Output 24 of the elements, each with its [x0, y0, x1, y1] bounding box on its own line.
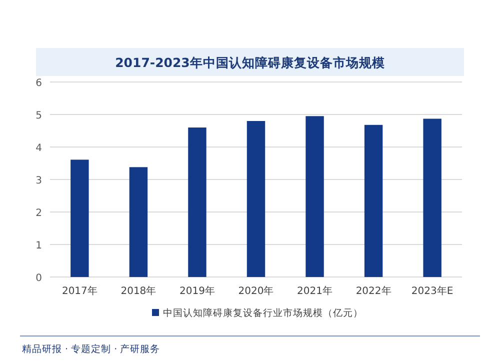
- bar: [246, 121, 266, 277]
- y-tick-label: 2: [36, 208, 42, 219]
- x-tick-label: 2022年: [356, 285, 392, 297]
- x-tick-label: 2020年: [238, 285, 274, 297]
- bar: [423, 118, 442, 277]
- x-tick-label: 2017年: [62, 285, 98, 297]
- chart-title: 2017-2023年中国认知障碍康复设备市场规模: [115, 55, 385, 70]
- bar: [306, 116, 324, 277]
- y-tick-label: 3: [36, 176, 42, 186]
- y-tick-label: 0: [36, 273, 42, 284]
- legend-label: 中国认知障碍康复设备行业市场规模（亿元）: [163, 307, 363, 319]
- x-tick-label: 2023年E: [411, 285, 454, 297]
- text: 精品研报 · 专题定制 · 产研服务: [22, 343, 160, 355]
- x-tick-label: 2019年: [180, 285, 215, 297]
- x-tick-label: 2021年: [297, 285, 332, 297]
- bar: [70, 160, 89, 277]
- bar: [364, 124, 383, 277]
- bar: [129, 167, 148, 277]
- y-tick-label: 4: [36, 143, 42, 154]
- y-tick-label: 1: [36, 240, 42, 252]
- bar: [188, 128, 206, 277]
- y-tick-label: 5: [36, 110, 42, 122]
- x-tick-label: 2018年: [120, 285, 156, 297]
- y-tick-label: 6: [36, 78, 42, 89]
